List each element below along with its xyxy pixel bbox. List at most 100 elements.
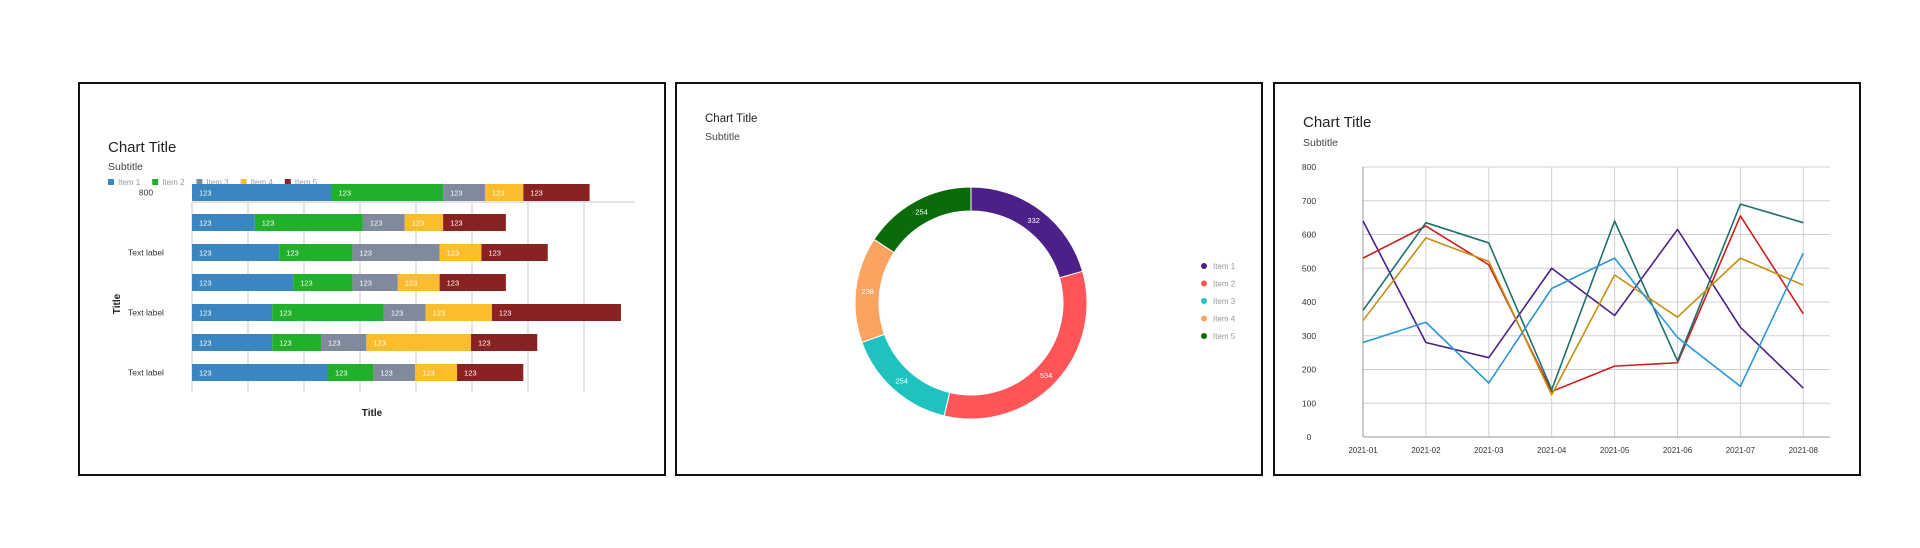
category-label: 800 bbox=[139, 188, 153, 198]
x-tick-label: 2021-01 bbox=[1348, 446, 1378, 455]
x-tick-label: 2021-08 bbox=[1789, 446, 1819, 455]
x-tick-label: 2021-02 bbox=[1411, 446, 1441, 455]
data-label: 123 bbox=[279, 339, 292, 348]
bar-segment bbox=[192, 364, 329, 381]
bar-segment bbox=[293, 274, 353, 291]
bar-segment bbox=[272, 304, 384, 321]
legend-label: Item 4 bbox=[251, 178, 274, 187]
series-line bbox=[1362, 203, 1804, 391]
bar-segment bbox=[192, 274, 294, 291]
bar-segment bbox=[192, 184, 332, 201]
series-line bbox=[1362, 215, 1804, 393]
slice-label: 238 bbox=[861, 287, 874, 296]
bar-segment bbox=[383, 304, 426, 321]
chart-title: Chart Title bbox=[108, 139, 177, 156]
x-tick-label: 2021-03 bbox=[1474, 446, 1504, 455]
data-label: 123 bbox=[447, 249, 460, 258]
data-label: 123 bbox=[464, 369, 477, 378]
y-tick-label: 200 bbox=[1302, 365, 1316, 375]
data-label: 123 bbox=[450, 189, 463, 198]
bar-segment bbox=[192, 334, 273, 351]
bar-segment bbox=[192, 214, 255, 231]
data-label: 123 bbox=[450, 219, 463, 228]
x-tick-label: 2021-05 bbox=[1600, 446, 1630, 455]
legend-label: Item 3 bbox=[206, 178, 229, 187]
data-label: 123 bbox=[499, 309, 512, 318]
legend-swatch bbox=[1201, 315, 1207, 322]
donut-chart: 332 534 254 238 254 Item 1 Item 2 Item 3 Item 4 I… bbox=[854, 186, 1236, 420]
donut-slice bbox=[873, 186, 972, 254]
bar-segment bbox=[439, 244, 482, 261]
data-label: 123 bbox=[359, 279, 372, 288]
data-label: 123 bbox=[199, 309, 212, 318]
bar-chart: Item 1 Item 2 Item 3 Item 4 Item 5 800 Text la… bbox=[108, 178, 635, 419]
bar-segment bbox=[491, 304, 621, 321]
x-tick-label: 2021-06 bbox=[1663, 446, 1693, 455]
bar-segment bbox=[352, 244, 440, 261]
bar-segment bbox=[331, 184, 444, 201]
bar-segment bbox=[279, 244, 353, 261]
legend-swatch bbox=[1201, 333, 1207, 339]
data-label: 123 bbox=[492, 189, 505, 198]
data-label: 123 bbox=[433, 309, 446, 318]
y-tick-label: 300 bbox=[1302, 331, 1316, 341]
data-label: 123 bbox=[373, 339, 386, 348]
data-label: 123 bbox=[199, 249, 212, 258]
bar-segment bbox=[471, 334, 538, 351]
bar-segment bbox=[397, 274, 440, 291]
slice-label: 254 bbox=[915, 207, 928, 216]
data-label: 123 bbox=[262, 219, 275, 228]
legend-swatch bbox=[240, 179, 247, 185]
data-label: 123 bbox=[199, 339, 212, 348]
bar-segment bbox=[439, 274, 506, 291]
legend-swatch bbox=[196, 179, 203, 185]
y-tick-label: 700 bbox=[1302, 196, 1316, 206]
bar-segment bbox=[373, 364, 416, 381]
legend-label: Item 1 bbox=[118, 178, 141, 187]
legend-label: Item 5 bbox=[1213, 332, 1236, 341]
legend-swatch bbox=[1201, 298, 1207, 304]
x-tick-label: 2021-07 bbox=[1726, 446, 1756, 455]
bar-segment bbox=[484, 184, 524, 201]
data-label: 123 bbox=[488, 249, 501, 258]
bar-segment bbox=[457, 364, 524, 381]
bar-segment bbox=[352, 274, 398, 291]
legend-swatch bbox=[1201, 280, 1207, 287]
category-label: Text label bbox=[128, 308, 164, 318]
bar-segment bbox=[362, 214, 405, 231]
legend-swatch bbox=[1201, 263, 1207, 269]
slice-label: 254 bbox=[895, 377, 908, 386]
bar-segment bbox=[272, 334, 322, 351]
data-label: 123 bbox=[199, 189, 212, 198]
legend-label: Item 2 bbox=[1213, 280, 1236, 289]
donut-slice bbox=[970, 186, 1084, 279]
bar-segment bbox=[192, 244, 280, 261]
chart-subtitle: Subtitle bbox=[705, 131, 741, 143]
bar-segment bbox=[328, 364, 374, 381]
line-chart-panel: Chart Title Subtitle 0 100 200 300 400 500 600… bbox=[1273, 82, 1861, 476]
bar-segment bbox=[254, 214, 363, 231]
donut-chart-panel: Chart Title Subtitle 332 534 254 238 254 Item… bbox=[675, 82, 1263, 476]
data-label: 123 bbox=[286, 249, 299, 258]
bar-segment bbox=[425, 304, 492, 321]
data-label: 123 bbox=[391, 309, 404, 318]
y-tick-label: 800 bbox=[1302, 162, 1316, 172]
legend-swatch bbox=[108, 179, 114, 185]
chart-title: Chart Title bbox=[705, 113, 758, 125]
data-label: 123 bbox=[530, 189, 543, 198]
bar-segment bbox=[523, 184, 590, 201]
y-tick-label: 0 bbox=[1307, 432, 1312, 442]
donut-slice bbox=[861, 333, 951, 417]
slice-label: 534 bbox=[1040, 371, 1053, 380]
y-axis-title: Title bbox=[112, 293, 123, 314]
x-tick-label: 2021-04 bbox=[1537, 446, 1567, 455]
slice-label: 332 bbox=[1027, 216, 1040, 225]
data-label: 123 bbox=[422, 369, 435, 378]
data-label: 123 bbox=[199, 219, 212, 228]
y-tick-label: 400 bbox=[1302, 297, 1316, 307]
data-label: 123 bbox=[328, 339, 341, 348]
data-label: 123 bbox=[199, 369, 212, 378]
series-line bbox=[1362, 220, 1804, 389]
bar-segment bbox=[443, 184, 485, 201]
